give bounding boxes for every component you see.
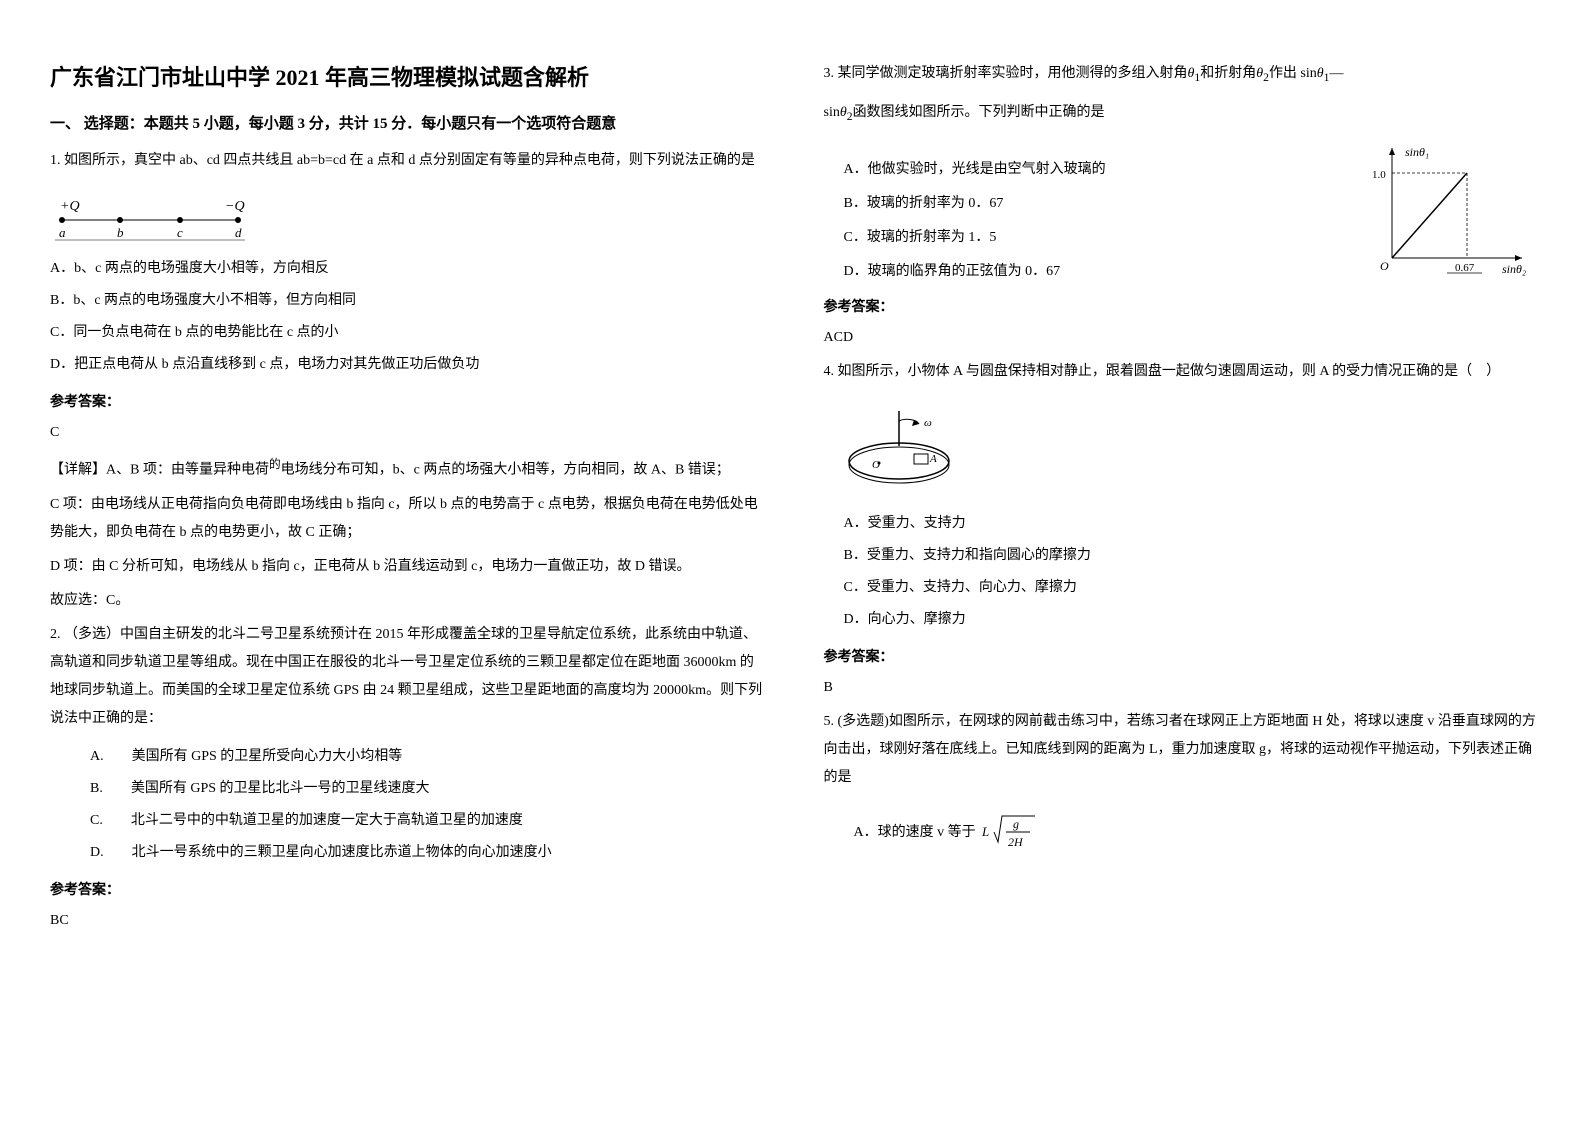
q3-wrapper: 3. 某同学做测定玻璃折射率实验时，用他测得的多组入射角θ1和折射角θ2作出 s… — [824, 60, 1538, 280]
q1-answer: C — [50, 419, 764, 447]
svg-text:0.67: 0.67 — [1455, 262, 1475, 274]
svg-text:g: g — [1013, 817, 1019, 831]
q2-answer: BC — [50, 907, 764, 935]
q4-answer-label: 参考答案： — [824, 646, 1538, 666]
q3-option-c: C．玻璃的折射率为 1．5 — [844, 226, 1358, 246]
svg-text:L: L — [981, 824, 989, 839]
svg-text:a: a — [59, 225, 66, 240]
q5-option-a: A．球的速度 v 等于 L g 2H — [854, 810, 1538, 852]
q2-option-b: B. 美国所有 GPS 的卫星比北斗一号的卫星线速度大 — [90, 775, 764, 803]
formula-icon: L g 2H — [980, 810, 1040, 852]
disk-diagram: ω O A — [844, 406, 964, 496]
q1-explain-1: 【详解】A、B 项：由等量异种电荷的电场线分布可知，b、c 两点的场强大小相等，… — [50, 453, 764, 485]
svg-text:b: b — [117, 225, 124, 240]
svg-text:sinθ₁: sinθ₁ — [1405, 145, 1429, 159]
q4-answer: B — [824, 674, 1538, 702]
section-header: 一、 选择题：本题共 5 小题，每小题 3 分，共计 15 分．每小题只有一个选… — [50, 112, 764, 133]
q1-explain-3: D 项：由 C 分析可知，电场线从 b 指向 c，正电荷从 b 沿直线运动到 c… — [50, 553, 764, 581]
q1-option-b: B．b、c 两点的电场强度大小不相等，但方向相同 — [50, 287, 764, 315]
q4-option-a: A．受重力、支持力 — [844, 510, 1538, 538]
svg-text:1.0: 1.0 — [1372, 169, 1386, 181]
q1-explain-4: 故应选：C。 — [50, 587, 764, 615]
svg-text:sinθ₂: sinθ₂ — [1502, 262, 1526, 276]
svg-text:+Q: +Q — [60, 199, 80, 214]
left-column: 广东省江门市址山中学 2021 年高三物理模拟试题含解析 一、 选择题：本题共 … — [50, 60, 764, 1062]
q1-option-d: D．把正点电荷从 b 点沿直线移到 c 点，电场力对其先做正功后做负功 — [50, 351, 764, 379]
q2-answer-label: 参考答案： — [50, 879, 764, 899]
q3-options: A．他做实验时，光线是由空气射入玻璃的 B．玻璃的折射率为 0．67 C．玻璃的… — [824, 158, 1358, 280]
q3-option-b: B．玻璃的折射率为 0．67 — [844, 192, 1358, 212]
svg-text:2H: 2H — [1008, 835, 1024, 849]
q4-option-d: D．向心力、摩擦力 — [844, 606, 1538, 634]
q1-explain-2: C 项：由电场线从正电荷指向负电荷即电场线由 b 指向 c，所以 b 点的电势高… — [50, 491, 764, 547]
q2-option-c: C. 北斗二号中的中轨道卫星的加速度一定大于高轨道卫星的加速度 — [90, 807, 764, 835]
q3-answer-label: 参考答案： — [824, 296, 1538, 316]
svg-text:−Q: −Q — [225, 199, 245, 214]
q3-answer: ACD — [824, 324, 1538, 352]
svg-text:O: O — [872, 459, 880, 471]
charge-diagram: +Q −Q a b c d — [50, 195, 250, 245]
q2-option-d: D. 北斗一号系统中的三颗卫星向心加速度比赤道上物体的向心加速度小 — [90, 839, 764, 867]
svg-text:c: c — [177, 225, 183, 240]
q2-option-a: A. 美国所有 GPS 的卫星所受向心力大小均相等 — [90, 743, 764, 771]
q1-option-a: A．b、c 两点的电场强度大小相等，方向相反 — [50, 255, 764, 283]
document-title: 广东省江门市址山中学 2021 年高三物理模拟试题含解析 — [50, 60, 764, 92]
refraction-graph: sinθ₁ sinθ₂ 1.0 0.67 O — [1367, 138, 1537, 278]
q5-stem: 5. (多选题)如图所示，在网球的网前截击练习中，若练习者在球网正上方距地面 H… — [824, 708, 1538, 792]
q1-answer-label: 参考答案： — [50, 391, 764, 411]
q4-stem: 4. 如图所示，小物体 A 与圆盘保持相对静止，跟着圆盘一起做匀速圆周运动，则 … — [824, 358, 1538, 386]
q1-option-c: C．同一负点电荷在 b 点的电势能比在 c 点的小 — [50, 319, 764, 347]
q1-stem: 1. 如图所示，真空中 ab、cd 四点共线且 ab=b=cd 在 a 点和 d… — [50, 147, 764, 175]
q4-option-c: C．受重力、支持力、向心力、摩擦力 — [844, 574, 1538, 602]
svg-text:O: O — [1380, 259, 1389, 273]
q3-option-d: D．玻璃的临界角的正弦值为 0．67 — [844, 260, 1358, 280]
right-column: 3. 某同学做测定玻璃折射率实验时，用他测得的多组入射角θ1和折射角θ2作出 s… — [824, 60, 1538, 1062]
q2-stem: 2. （多选）中国自主研发的北斗二号卫星系统预计在 2015 年形成覆盖全球的卫… — [50, 621, 764, 733]
q3-stem: 3. 某同学做测定玻璃折射率实验时，用他测得的多组入射角θ1和折射角θ2作出 s… — [824, 60, 1538, 89]
q3-option-a: A．他做实验时，光线是由空气射入玻璃的 — [844, 158, 1358, 178]
q3-stem-2: sinθ2函数图线如图所示。下列判断中正确的是 — [824, 99, 1538, 128]
svg-text:A: A — [929, 453, 937, 465]
q4-option-b: B．受重力、支持力和指向圆心的摩擦力 — [844, 542, 1538, 570]
svg-text:ω: ω — [924, 417, 932, 429]
svg-text:d: d — [235, 225, 242, 240]
